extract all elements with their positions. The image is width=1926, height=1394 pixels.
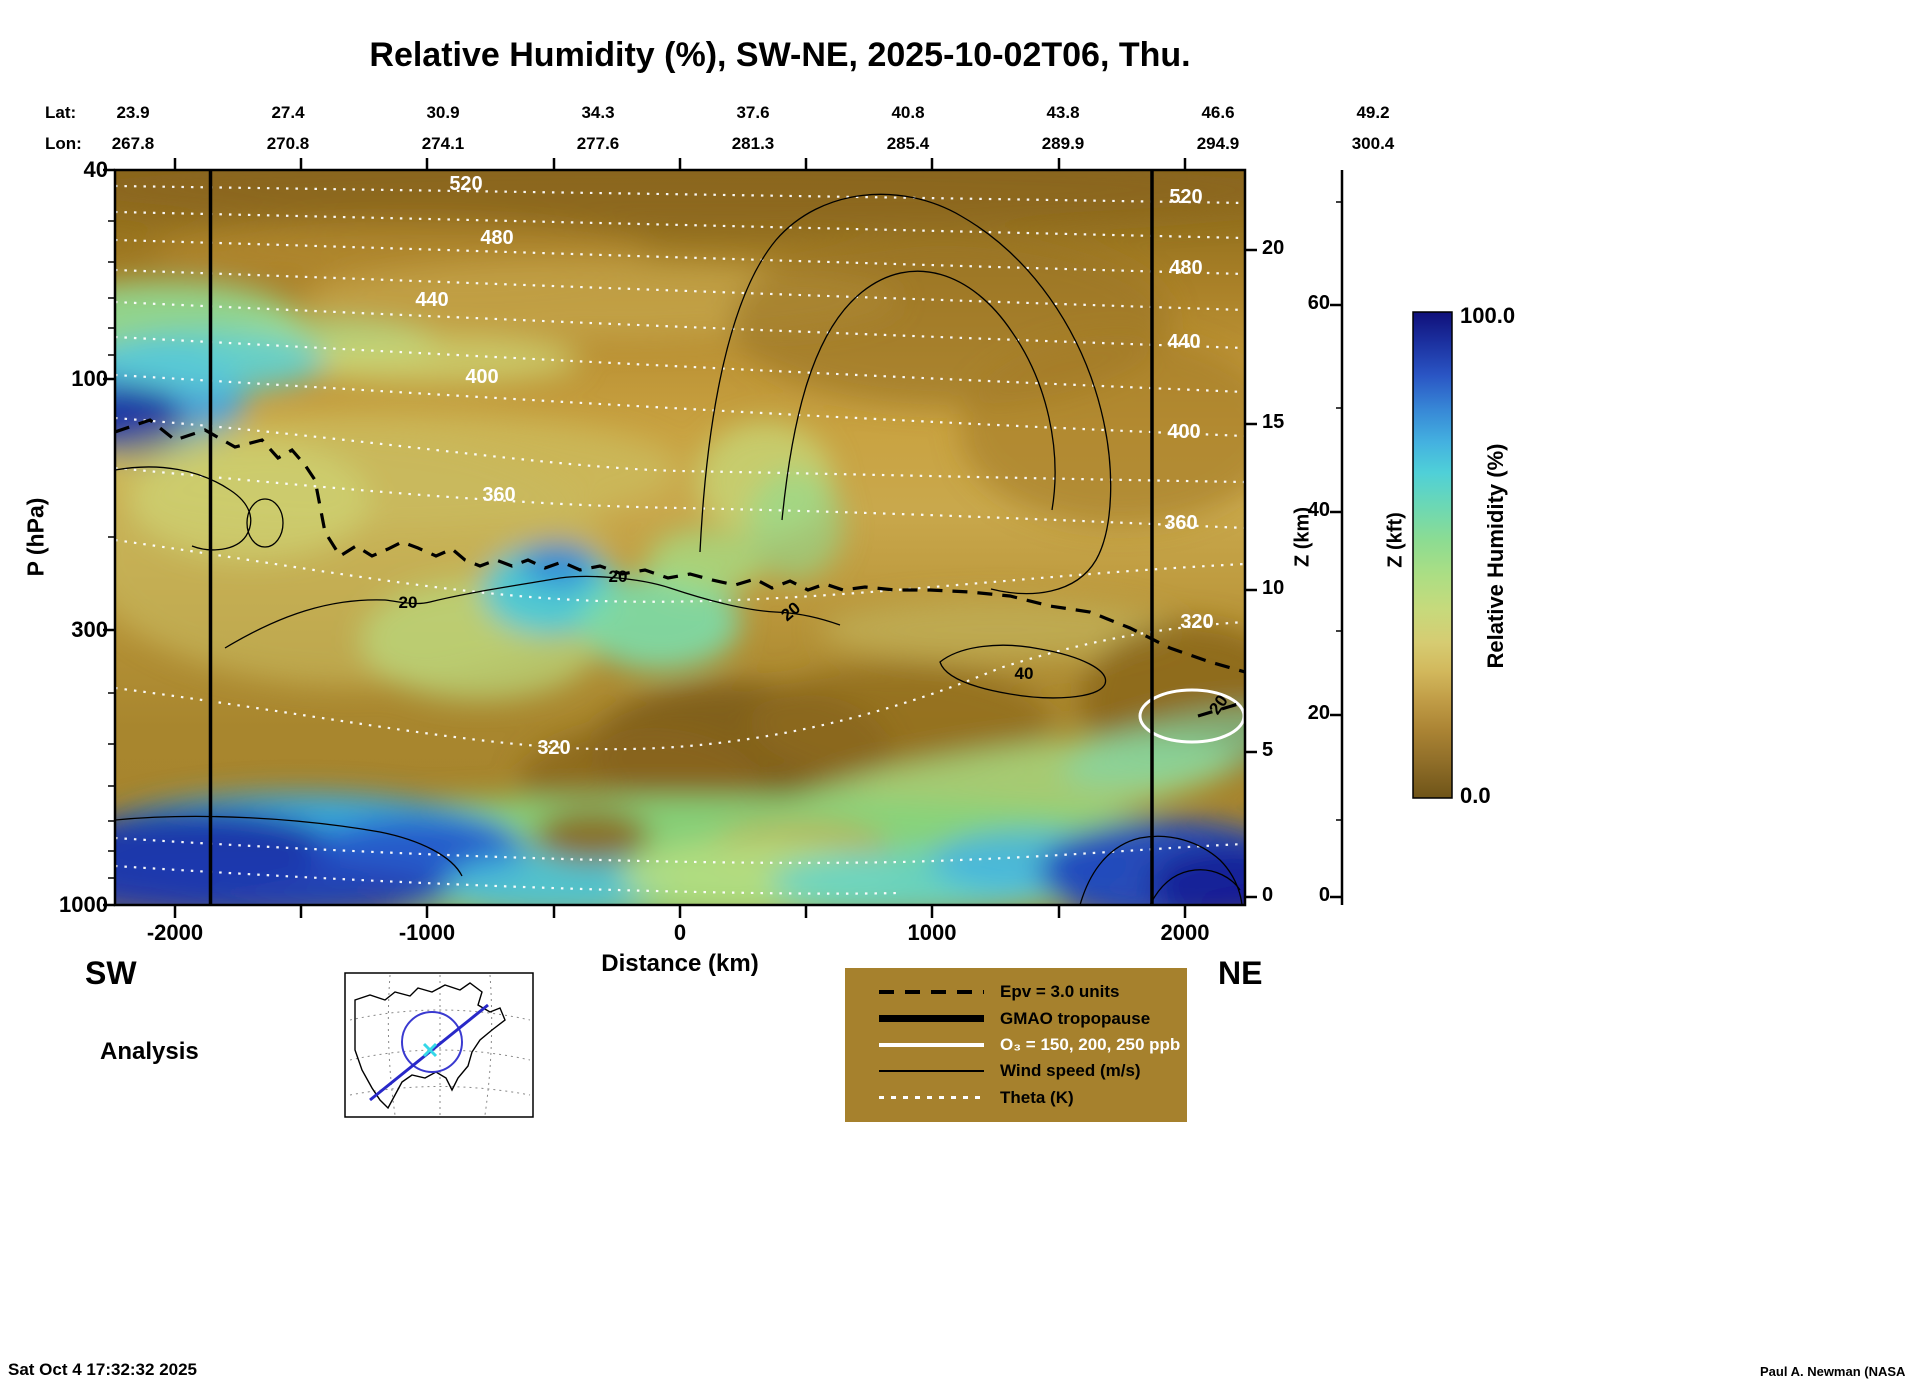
z-km-tick: 15 [1262,411,1285,433]
wind-speed-label: 40 [1014,664,1034,683]
colorbar-min-label: 0.0 [1460,783,1491,808]
lat-value: 49.2 [1356,103,1390,122]
theta-label: 440 [415,289,449,311]
tropopause-line-sample [879,1015,984,1023]
z-kft-tick: 20 [1307,702,1330,724]
colorbar-gradient [1412,311,1453,799]
rh-field [115,170,1245,905]
z-km-tick: 10 [1262,577,1285,599]
credit: Paul A. Newman (NASA [1760,1364,1906,1379]
timestamp: Sat Oct 4 17:32:32 2025 [8,1360,198,1379]
distance-tick: 2000 [1160,920,1210,945]
theta-label-right: 480 [1169,257,1203,279]
theta-line-sample [879,1096,984,1100]
distance-tick: -2000 [146,920,204,945]
z-km-tick: 0 [1262,884,1274,906]
wind-speed-contours [115,193,1243,905]
z-kft-tick: 0 [1318,884,1330,906]
legend-item-epv: Epv = 3.0 units [845,982,1187,1002]
lon-value: 294.9 [1196,134,1240,153]
distance-tick: 1000 [907,920,957,945]
map-center-marker [422,1042,438,1058]
epv-contour [115,418,1245,718]
legend-label: GMAO tropopause [1000,1008,1151,1028]
lon-value: 300.4 [1351,134,1395,153]
lon-value: 289.9 [1041,134,1085,153]
pressure-tick: 1000 [59,892,108,917]
axis-ticks [103,158,1257,918]
lon-value: 285.4 [886,134,930,153]
theta-label-right: 320 [1180,611,1214,633]
z-kft-tick: 60 [1307,292,1330,314]
legend-label: Epv = 3.0 units [1000,982,1120,1002]
theta-label-right: 440 [1167,331,1201,353]
pressure-axis-label: P (hPa) [22,497,49,577]
z-km-tick: 5 [1262,739,1274,761]
pressure-tick: 100 [71,366,108,391]
pressure-tick: 300 [71,617,108,642]
distance-axis-label: Distance (km) [601,950,759,977]
theta-label: 320 [537,737,571,759]
lat-value: 34.3 [581,103,615,122]
lon-value: 281.3 [731,134,775,153]
epv-line-sample [879,990,984,995]
legend-item-ozone: O₃ = 150, 200, 250 ppb [845,1035,1187,1055]
colorbar-max-label: 100.0 [1460,303,1516,328]
legend-label: Wind speed (m/s) [1000,1061,1141,1081]
theta-label: 400 [465,366,499,388]
distance-tick: 0 [673,920,687,945]
lat-value: 46.6 [1201,103,1235,122]
colorbar-title: Relative Humidity (%) [1483,443,1508,669]
theta-label-right: 360 [1164,512,1198,534]
lon-value: 270.8 [266,134,310,153]
analysis-label: Analysis [100,1038,199,1065]
lon-value: 277.6 [576,134,620,153]
z-kft-axis [1330,170,1344,905]
endpoint-ne: NE [1218,955,1263,991]
lon-value: 267.8 [111,134,155,153]
axis-minor-ticks [108,220,115,879]
z-kft-axis-label: Z (kft) [1384,512,1407,568]
z-km-tick: 20 [1262,237,1285,259]
lat-value: 43.8 [1046,103,1080,122]
lat-value: 23.9 [116,103,150,122]
ozone-line-sample [879,1042,984,1047]
legend: Epv = 3.0 units GMAO tropopause O₃ = 150… [845,968,1187,1122]
lat-value: 27.4 [271,103,305,122]
wind-speed-label: 20 [608,567,628,586]
legend-label: O₃ = 150, 200, 250 ppb [1000,1034,1181,1054]
wind-line-sample [879,1070,984,1073]
endpoint-sw: SW [85,955,137,991]
wind-speed-label: 20 [398,593,418,612]
lat-value: 40.8 [891,103,925,122]
theta-contours [115,184,1245,895]
map-section-circle [401,1011,463,1073]
theta-label-right: 520 [1169,186,1203,208]
legend-label: Theta (K) [1000,1087,1074,1107]
lat-value: 37.6 [736,103,770,122]
chart-title: Relative Humidity (%), SW-NE, 2025-10-02… [369,36,1191,74]
lon-row-label: Lon: [45,134,82,153]
inset-map [344,972,534,1118]
legend-item-theta: Theta (K) [845,1088,1187,1108]
map-graticule [349,974,531,1116]
lat-row-label: Lat: [45,103,77,122]
map-coastline [354,982,506,1110]
lon-value: 274.1 [421,134,465,153]
legend-item-tropopause: GMAO tropopause [845,1009,1187,1029]
theta-label: 480 [480,227,514,249]
distance-tick: -1000 [398,920,456,945]
z-kft-tick: 40 [1307,499,1330,521]
theta-label-right: 400 [1167,421,1201,443]
legend-item-wind: Wind speed (m/s) [845,1061,1187,1081]
lat-value: 30.9 [426,103,460,122]
theta-label: 520 [449,173,483,195]
pressure-tick: 40 [83,157,108,182]
theta-label: 360 [482,484,516,506]
